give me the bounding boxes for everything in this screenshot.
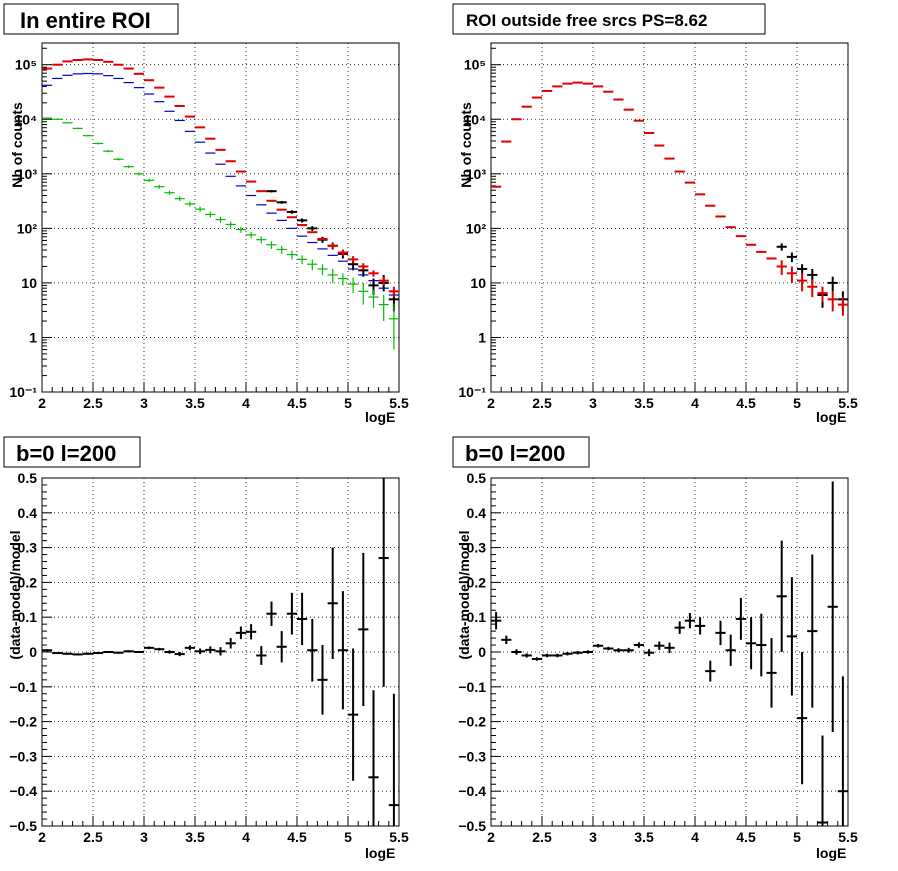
panel-title-box bbox=[3, 436, 141, 468]
y-axis-label: Nb of counts bbox=[458, 102, 474, 188]
panel-counts-outside-free-srcs: ROI outside free srcs PS=8.62 logE Nb of… bbox=[452, 3, 858, 425]
panel-title: ROI outside free srcs PS=8.62 bbox=[466, 11, 707, 30]
x-tick-label: 5.5 bbox=[389, 395, 409, 411]
x-tick-label: 5 bbox=[344, 829, 352, 845]
x-tick-label: 3.5 bbox=[634, 395, 654, 411]
x-tick-label: 3.5 bbox=[185, 395, 205, 411]
x-tick-label: 4 bbox=[691, 829, 699, 845]
x-axis-label: logE bbox=[816, 845, 846, 861]
panel-title-box bbox=[452, 436, 590, 468]
x-tick-label: 3.5 bbox=[185, 829, 205, 845]
x-tick-label: 2.5 bbox=[83, 829, 103, 845]
y-tick-label: 10³ bbox=[466, 166, 487, 182]
y-tick-label: 10 bbox=[470, 275, 486, 291]
y-tick-label: 0.2 bbox=[467, 574, 487, 590]
panel-title: In entire ROI bbox=[20, 8, 151, 33]
y-tick-label: 0.5 bbox=[18, 470, 38, 486]
y-tick-label: 0.2 bbox=[18, 574, 38, 590]
y-axis-label: (data-model)/model bbox=[456, 530, 472, 659]
panel-title: b=0 l=200 bbox=[465, 441, 565, 466]
x-tick-label: 4 bbox=[242, 829, 250, 845]
y-tick-label: −0.1 bbox=[9, 679, 37, 695]
y-tick-label: 0 bbox=[478, 644, 486, 660]
y-tick-label: 10⁴ bbox=[15, 111, 38, 127]
y-tick-label: −0.5 bbox=[9, 818, 37, 834]
x-tick-label: 3 bbox=[140, 395, 148, 411]
y-tick-label: 0.1 bbox=[18, 609, 38, 625]
plot-frame bbox=[41, 42, 400, 393]
y-tick-label: 10⁴ bbox=[464, 111, 487, 127]
x-tick-label: 2 bbox=[487, 395, 495, 411]
x-tick-label: 3 bbox=[140, 829, 148, 845]
y-tick-label: 0.4 bbox=[18, 505, 38, 521]
y-axis-label: (data-model)/model bbox=[7, 530, 23, 659]
x-tick-label: 3.5 bbox=[634, 829, 654, 845]
x-axis-label: logE bbox=[365, 409, 395, 425]
panel-residuals-right: b=0 l=200 logE (data-model)/model 2 2.5 3 3… bbox=[452, 436, 858, 861]
y-tick-label: 1 bbox=[29, 329, 37, 345]
x-tick-label: 2 bbox=[487, 829, 495, 845]
y-tick-label: −0.3 bbox=[9, 748, 37, 764]
y-axis-label: Nb of counts bbox=[9, 102, 25, 188]
x-tick-label: 5.5 bbox=[838, 395, 858, 411]
y-tick-label: 0.4 bbox=[467, 505, 487, 521]
x-tick-label: 5 bbox=[344, 395, 352, 411]
y-tick-label: −0.4 bbox=[9, 783, 37, 799]
x-tick-label: 5 bbox=[793, 395, 801, 411]
panel-title-box bbox=[3, 3, 179, 35]
x-tick-label: 2.5 bbox=[532, 395, 552, 411]
y-tick-label: 0.3 bbox=[467, 540, 487, 556]
x-tick-label: 3 bbox=[589, 395, 597, 411]
y-tick-label: −0.1 bbox=[458, 679, 486, 695]
panel-title: b=0 l=200 bbox=[16, 441, 116, 466]
x-tick-label: 5.5 bbox=[389, 829, 409, 845]
x-tick-label: 2 bbox=[38, 395, 46, 411]
y-tick-label: 0.5 bbox=[467, 470, 487, 486]
x-tick-label: 3 bbox=[589, 829, 597, 845]
y-tick-label: 1 bbox=[478, 329, 486, 345]
y-tick-label: 0 bbox=[29, 644, 37, 660]
plot-frame bbox=[490, 42, 849, 393]
x-tick-label: 4.5 bbox=[736, 829, 756, 845]
y-tick-label: 10 bbox=[21, 275, 37, 291]
y-tick-label: −0.4 bbox=[458, 783, 486, 799]
x-tick-label: 4 bbox=[242, 395, 250, 411]
panel-title-box bbox=[452, 3, 766, 35]
x-tick-label: 4.5 bbox=[736, 395, 756, 411]
y-tick-label: −0.3 bbox=[458, 748, 486, 764]
x-tick-label: 5.5 bbox=[838, 829, 858, 845]
x-tick-label: 2.5 bbox=[83, 395, 103, 411]
y-tick-label: −0.2 bbox=[9, 714, 37, 730]
y-tick-label: 10² bbox=[466, 220, 487, 236]
y-tick-label: 10⁻¹ bbox=[458, 384, 486, 400]
y-tick-label: −0.2 bbox=[458, 714, 486, 730]
panel-residuals-left: b=0 l=200 logE (data-model)/model 2 2.5 3 3… bbox=[3, 436, 409, 861]
y-tick-label: 10⁻¹ bbox=[9, 384, 37, 400]
y-tick-label: 10⁵ bbox=[15, 57, 37, 73]
x-tick-label: 4 bbox=[691, 395, 699, 411]
x-tick-label: 5 bbox=[793, 829, 801, 845]
x-tick-label: 4.5 bbox=[287, 829, 307, 845]
y-tick-label: 10⁵ bbox=[464, 57, 486, 73]
x-tick-label: 2 bbox=[38, 829, 46, 845]
y-tick-label: 0.1 bbox=[467, 609, 487, 625]
x-tick-label: 4.5 bbox=[287, 395, 307, 411]
x-tick-label: 2.5 bbox=[532, 829, 552, 845]
y-tick-label: 10² bbox=[17, 220, 38, 236]
y-tick-label: 10³ bbox=[17, 166, 38, 182]
panel-counts-entire-roi: In entire ROI logE Nb of counts 2 2.5 3 3.5… bbox=[3, 3, 409, 425]
y-tick-label: 0.3 bbox=[18, 540, 38, 556]
x-axis-label: logE bbox=[816, 409, 846, 425]
y-tick-label: −0.5 bbox=[458, 818, 486, 834]
x-axis-label: logE bbox=[365, 845, 395, 861]
